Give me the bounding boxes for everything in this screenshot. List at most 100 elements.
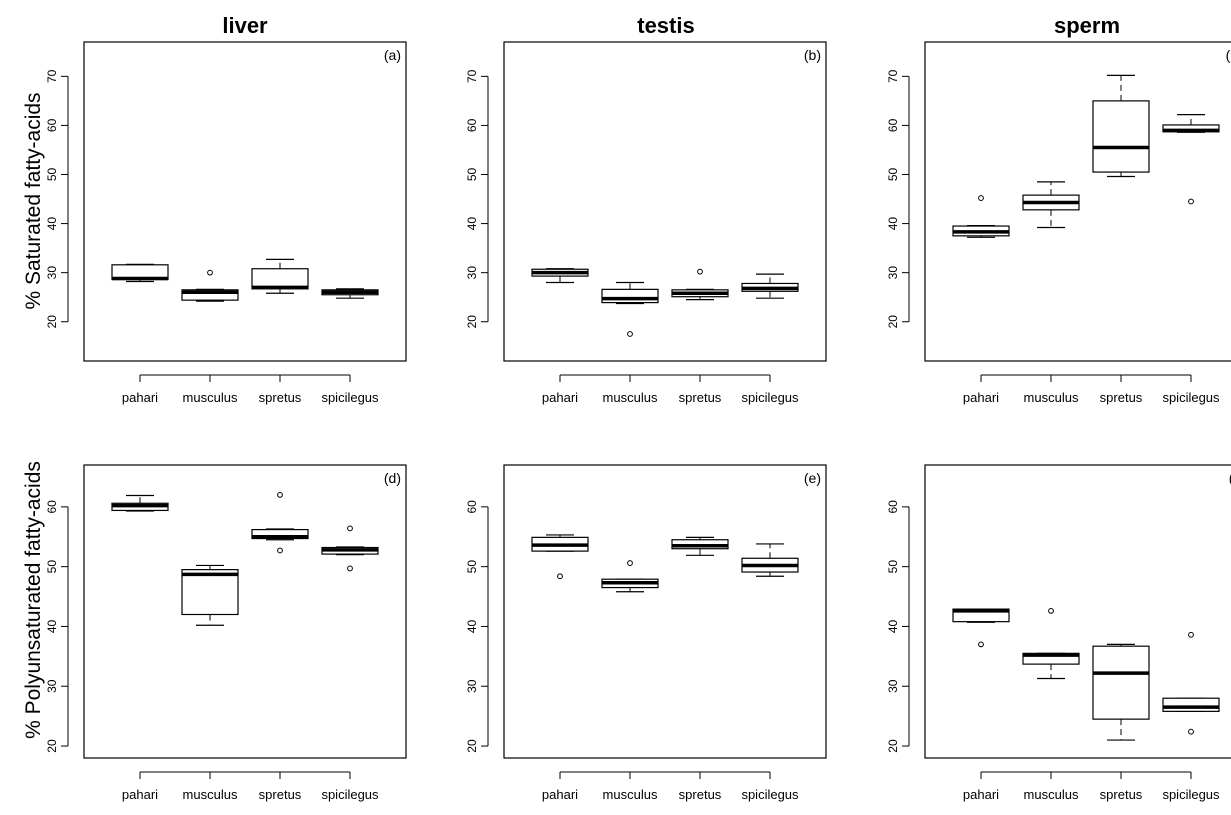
y-tick-label: 40 (465, 619, 479, 633)
y-tick-label: 20 (886, 315, 900, 329)
y-tick-label: 30 (886, 679, 900, 693)
column-title-liver: liver (222, 13, 268, 38)
x-tick-label-spicilegus: spicilegus (1162, 390, 1220, 405)
y-tick-label: 60 (45, 118, 59, 132)
outlier-point (347, 565, 353, 572)
y-tick-label: 30 (45, 679, 59, 693)
box-iqr (1022, 652, 1080, 665)
box-pahari (531, 268, 589, 284)
x-tick-label-pahari: pahari (122, 390, 158, 405)
box-spicilegus (1162, 114, 1220, 205)
y-tick-label: 50 (45, 560, 59, 574)
y-tick-label: 20 (465, 315, 479, 329)
box-spicilegus (741, 273, 799, 299)
box-iqr (1162, 697, 1220, 712)
box-musculus (181, 564, 239, 626)
x-tick-label-spicilegus: spicilegus (741, 787, 799, 802)
box-spicilegus (321, 288, 379, 299)
panel-tag: (b) (804, 47, 821, 63)
panel-c: (c) 20 30 40 50 60 70 pahari musculus spretus spic… (886, 41, 1231, 405)
x-tick-label-musculus: musculus (603, 787, 658, 802)
box-musculus (601, 560, 659, 593)
panel-b: (b) 20 30 40 50 60 70 pahari musculus spretus spic… (465, 41, 827, 405)
x-tick-label-spicilegus: spicilegus (741, 390, 799, 405)
y-tick-label: 30 (465, 679, 479, 693)
outlier-point (347, 525, 353, 532)
box-pahari (111, 263, 169, 283)
y-tick-label: 20 (886, 739, 900, 753)
x-tick-label-spretus: spretus (1100, 390, 1143, 405)
y-tick-label: 70 (465, 69, 479, 83)
panel-e: (e) 20 30 40 50 60 pahari musculus spretus spicil… (465, 464, 827, 802)
y-tick-label: 40 (886, 619, 900, 633)
box-spicilegus (741, 543, 799, 577)
outlier-point (277, 491, 283, 498)
x-tick-label-musculus: musculus (183, 787, 238, 802)
plot-frame (503, 464, 827, 759)
x-tick-label-spretus: spretus (679, 787, 722, 802)
x-tick-label-pahari: pahari (122, 787, 158, 802)
x-tick-label-spretus: spretus (259, 787, 302, 802)
y-tick-label: 60 (45, 500, 59, 514)
x-tick-label-spicilegus: spicilegus (1162, 787, 1220, 802)
box-musculus (1022, 181, 1080, 229)
outlier-point (207, 269, 213, 276)
row-label-polyunsaturated: % Polyunsaturated fatty-acids (22, 461, 45, 739)
outlier-point (1188, 198, 1194, 205)
panel-tag: (a) (384, 47, 401, 63)
x-tick-label-spretus: spretus (1100, 787, 1143, 802)
outlier-point (1188, 631, 1194, 638)
outlier-point (277, 547, 283, 554)
x-tick-label-spicilegus: spicilegus (321, 787, 379, 802)
x-tick-label-musculus: musculus (1024, 787, 1079, 802)
box-spicilegus (321, 525, 379, 572)
plot-frame (924, 41, 1231, 362)
x-tick-label-pahari: pahari (963, 787, 999, 802)
y-tick-label: 30 (45, 266, 59, 280)
x-tick-label-spicilegus: spicilegus (321, 390, 379, 405)
x-tick-label-musculus: musculus (1024, 390, 1079, 405)
outlier-point (1188, 728, 1194, 735)
panel-d: (d) 20 30 40 50 60 pahari musculus spretus spicil… (45, 464, 407, 802)
box-iqr (181, 289, 239, 301)
box-musculus (181, 269, 239, 302)
outlier-point (627, 560, 633, 566)
y-tick-label: 30 (886, 266, 900, 280)
y-tick-label: 60 (465, 118, 479, 132)
y-tick-label: 50 (886, 168, 900, 182)
box-iqr (181, 569, 239, 616)
box-pahari (111, 494, 169, 512)
panel-tag: (f) (1229, 470, 1231, 486)
x-tick-label-spretus: spretus (259, 390, 302, 405)
x-tick-label-pahari: pahari (542, 390, 578, 405)
panel-f: (f) 20 30 40 50 60 pahari musculus spretus spicil… (886, 464, 1231, 802)
y-tick-label: 70 (886, 69, 900, 83)
x-tick-label-spretus: spretus (679, 390, 722, 405)
box-spicilegus (1162, 631, 1220, 735)
y-tick-label: 40 (45, 619, 59, 633)
box-pahari (952, 195, 1010, 238)
y-tick-label: 60 (886, 118, 900, 132)
y-tick-label: 20 (45, 315, 59, 329)
box-pahari (531, 534, 589, 580)
panel-a: (a) 20 30 40 50 60 70 pahari musculus spretus spic… (45, 41, 407, 405)
outlier-point (1048, 608, 1054, 614)
box-iqr (1092, 645, 1150, 720)
column-title-sperm: sperm (1054, 13, 1120, 38)
y-tick-label: 50 (465, 168, 479, 182)
panel-tag: (c) (1226, 47, 1231, 63)
y-tick-label: 70 (45, 69, 59, 83)
y-tick-label: 50 (886, 560, 900, 574)
box-musculus (1022, 608, 1080, 680)
box-iqr (601, 288, 659, 304)
box-iqr (251, 528, 309, 540)
box-spretus (671, 268, 729, 301)
x-tick-label-musculus: musculus (603, 390, 658, 405)
outlier-point (697, 268, 703, 275)
y-tick-label: 20 (45, 739, 59, 753)
box-spretus (251, 491, 309, 554)
box-iqr (1092, 100, 1150, 173)
y-tick-label: 40 (45, 217, 59, 231)
column-title-testis: testis (637, 13, 694, 38)
